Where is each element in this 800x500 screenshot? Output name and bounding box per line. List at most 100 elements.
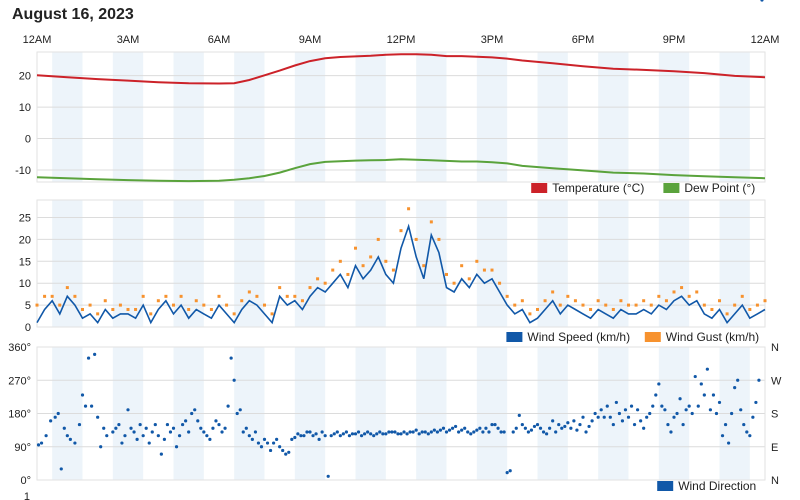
wind-direction-point [511,430,515,434]
wind-gust-point [118,303,122,307]
wind-direction-point [508,469,512,473]
wind-direction-point [502,430,506,434]
wind-direction-point [499,430,503,434]
y-tick-label: 0 [25,134,31,146]
wind-direction-point [73,441,77,445]
wind-direction-point [751,415,755,419]
wind-gust-point [399,229,403,233]
wind-gust-point [422,264,426,268]
wind-direction-point [53,415,57,419]
wind-direction-point [617,411,622,416]
hour-band [112,200,144,327]
wind-direction-point [205,434,209,438]
wind-gust-point [111,307,115,311]
wind-direction-point [390,430,394,434]
dew-point-line [36,158,766,183]
wind-direction-point [375,432,379,436]
legend-swatch [506,332,523,342]
wind-gust-point [520,299,524,303]
wind-direction-point [238,408,242,412]
wind-gust-point [733,303,737,307]
wind-gust-point [664,299,668,303]
wind-gust-point [710,307,714,311]
wind-direction-point [711,393,716,397]
legend-swatch [663,183,680,193]
wind-gust-point [725,312,729,316]
wind-gust-point [680,286,684,290]
wind-direction-point [429,430,433,434]
wind-direction-point [299,434,303,438]
wind-direction-point [235,411,239,416]
wind-gust-point [270,312,274,316]
legend-swatch [657,481,674,491]
wind-direction-point [117,422,121,427]
wind-gust-point [247,290,251,294]
wind-direction-point [599,408,603,412]
wind-direction-point [663,408,667,412]
wind-direction-point [545,432,549,436]
hour-band [598,200,629,327]
wind-direction-point [347,434,352,438]
wind-direction-point [144,426,148,430]
wind-direction-point [696,404,700,408]
wind-direction-point [447,428,452,432]
wind-direction-point [672,415,676,419]
wind-direction-point [184,419,188,423]
wind-direction-point [642,426,646,430]
wind-direction-point [247,434,251,438]
legend-label: Dew Point (°) [684,181,755,195]
wind-direction-point [259,445,264,449]
wind-direction-point [241,430,245,434]
wind-direction-point [350,432,355,436]
wind-direction-point [244,426,248,430]
wind-direction-point [80,393,85,397]
wind-gust-point [361,264,365,268]
wind-gust-point [528,312,532,316]
wind-direction-point [369,432,373,436]
y-tick-label: 180° [8,409,31,421]
wind-direction-point [77,422,82,427]
wind-direction-point [684,408,688,412]
wind-direction-point [444,430,449,434]
wind-direction-point [372,434,376,438]
wind-direction-point [159,452,163,456]
wind-gust-point [414,237,418,241]
wind-direction-point [405,432,409,436]
wind-direction-point [720,434,725,438]
wind-direction-point [308,430,312,434]
wind-gust-point [536,307,539,311]
wind-direction-point [174,445,179,449]
wind-gust-point [81,307,84,311]
wind-direction-point [114,426,118,430]
wind-direction-point [466,430,470,434]
wind-gust-point [103,299,107,303]
wind-direction-point [593,411,597,416]
y-tick-label: 5 [25,300,31,312]
wind-direction-point [36,443,41,447]
wind-direction-point [699,382,703,386]
wind-direction-point [505,471,509,475]
wind-direction-point [272,441,276,445]
wind-direction-point [229,356,233,360]
wind-direction-point [417,432,421,436]
wind-direction-point [214,419,218,423]
wind-direction-point [311,434,315,438]
temperature-line [36,53,766,85]
wind-direction-point [693,374,697,379]
wind-direction-point [739,408,743,412]
y-right-tick-label: N [771,475,779,487]
wind-direction-point [742,422,746,427]
wind-direction-point [587,424,591,429]
hour-band [294,52,326,182]
hour-band [52,200,83,327]
wind-direction-point [569,426,573,430]
wind-gust-point [513,303,517,307]
wind-gust-point [293,294,297,298]
wind-gust-point [285,294,289,298]
y-tick-label: 90° [14,442,31,454]
wind-direction-point [408,430,412,434]
wind-direction-point [323,434,327,438]
wind-direction-point [678,397,682,401]
wind-direction-point [156,434,160,438]
y-tick-label: 10 [19,102,31,114]
